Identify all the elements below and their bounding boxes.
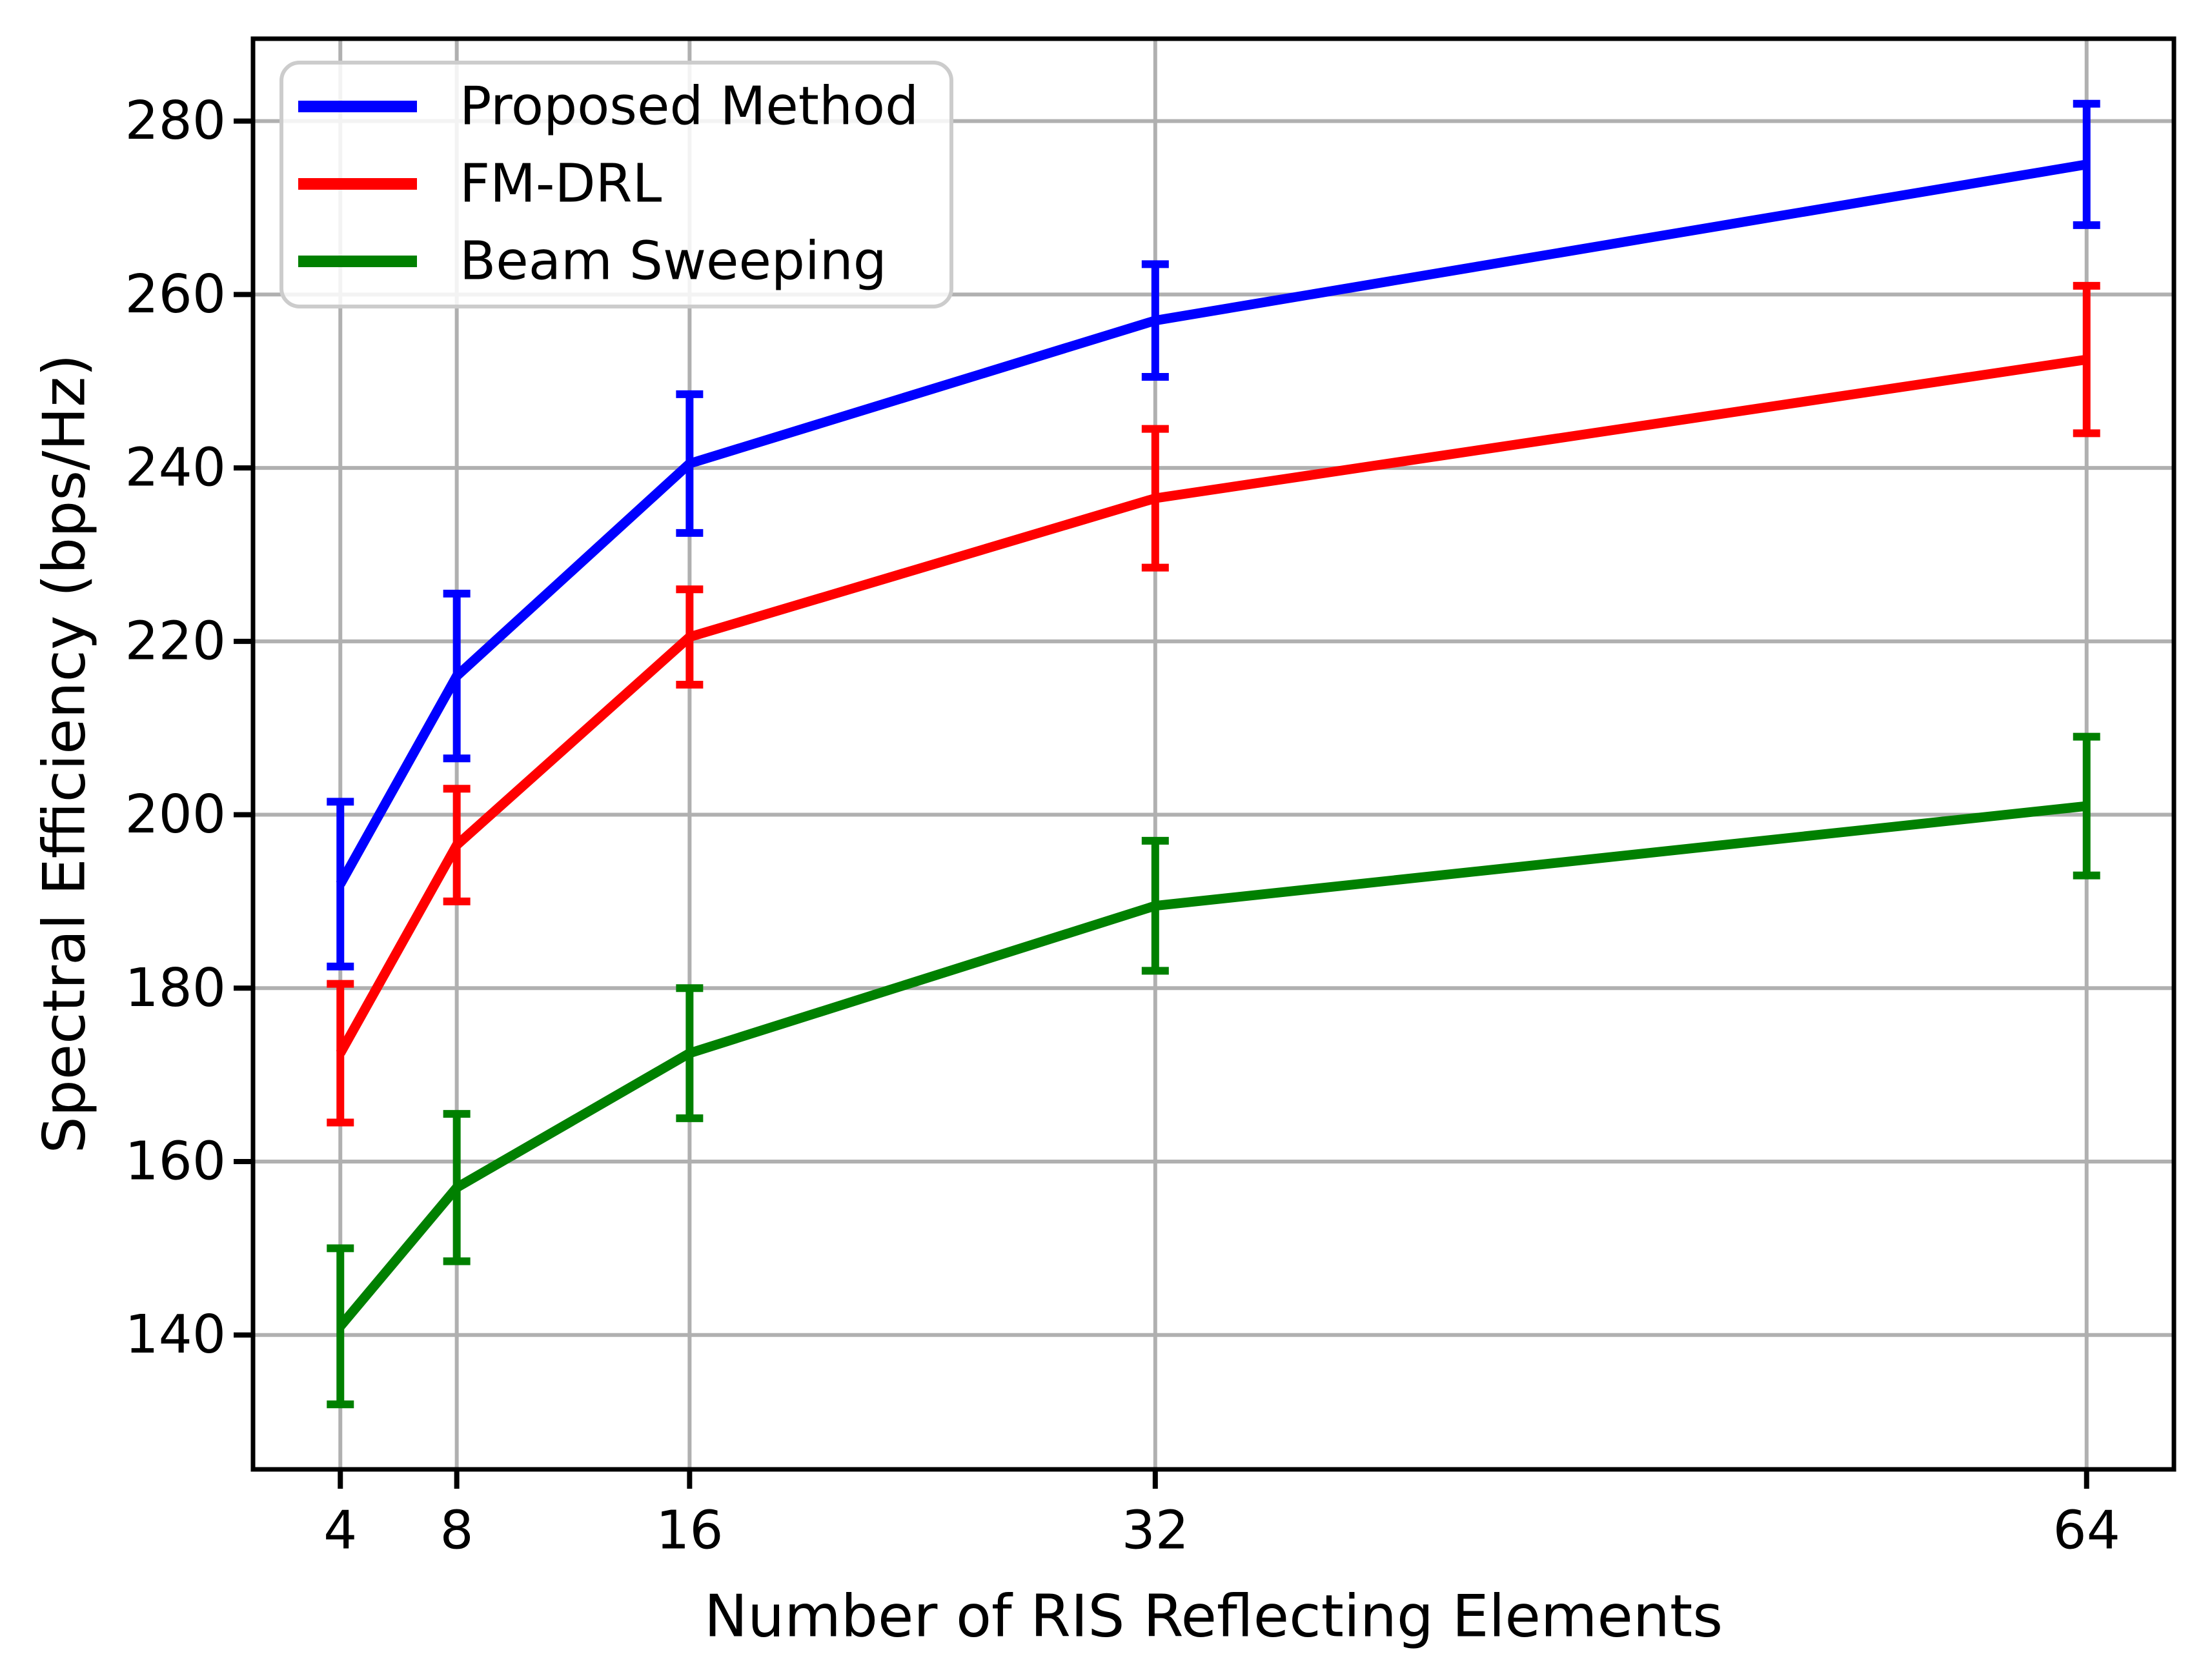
series-beam-sweeping: [327, 732, 2100, 1409]
y-tick-label: 180: [125, 958, 226, 1019]
x-tick-label: 4: [323, 1500, 357, 1562]
axis-layer: Number of RIS Reflecting Elements Spectr…: [31, 354, 1723, 1651]
series-line-proposed-method: [336, 159, 2087, 887]
x-tick-label: 16: [656, 1500, 723, 1562]
y-tick-label: 200: [125, 784, 226, 845]
legend-box: [279, 61, 953, 308]
series-proposed-method: [327, 99, 2100, 971]
x-tick-label: 64: [2053, 1500, 2120, 1562]
y-tick-label: 160: [125, 1131, 226, 1193]
legend-item-label: FM-DRL: [460, 154, 662, 215]
series-line-fm-drl: [336, 354, 2087, 1056]
y-tick-label: 240: [125, 438, 226, 499]
y-tick-label: 140: [125, 1304, 226, 1365]
legend-item-label: Proposed Method: [460, 76, 918, 137]
plot-border: [250, 36, 2176, 1472]
x-tick-label: 32: [1122, 1500, 1189, 1562]
y-tick-label: 280: [125, 90, 226, 152]
legend-item-beam-sweeping: Beam Sweeping: [298, 231, 887, 292]
legend-item-proposed-method: Proposed Method: [298, 76, 918, 137]
x-tick-label: 8: [440, 1500, 474, 1562]
series-line-beam-sweeping: [336, 801, 2087, 1330]
legend-item-label: Beam Sweeping: [460, 231, 887, 292]
y-tick-label: 220: [125, 610, 226, 672]
x-axis-label: Number of RIS Reflecting Elements: [704, 1583, 1723, 1651]
y-axis-label: Spectral Efficiency (bps/Hz): [31, 354, 99, 1154]
legend: Proposed Method FM-DRL Beam Sweeping: [279, 61, 953, 308]
legend-item-fm-drl: FM-DRL: [298, 154, 662, 215]
series-fm-drl: [327, 281, 2100, 1127]
y-tick-label: 260: [125, 264, 226, 325]
spine-layer: [250, 36, 2176, 1472]
tick-layer: 140 160 180 200 220 240 260 280 4 8 16 32 64: [125, 90, 2120, 1561]
series-layer: [327, 99, 2100, 1409]
